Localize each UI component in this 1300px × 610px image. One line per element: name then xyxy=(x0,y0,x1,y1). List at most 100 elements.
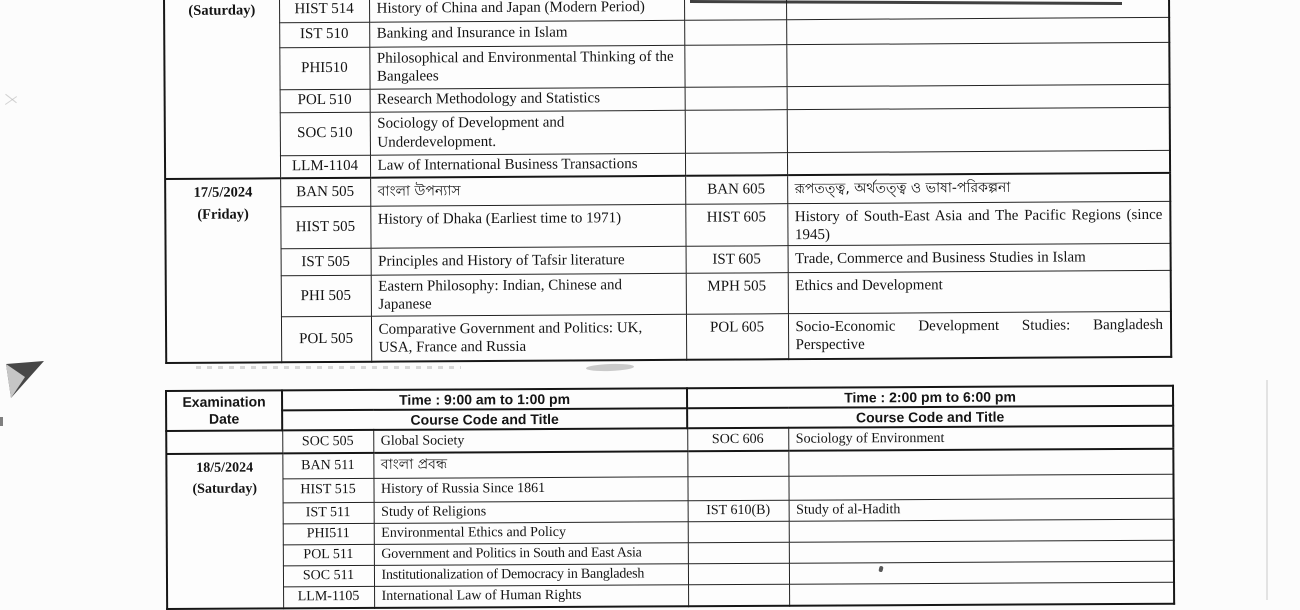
empty-cell xyxy=(788,518,1174,542)
exam-day: (Saturday) xyxy=(188,2,256,19)
course-code-cell: BAN 605 xyxy=(685,175,788,204)
course-code-cell: PHI 505 xyxy=(280,275,371,317)
course-code-cell: SOC 511 xyxy=(282,564,375,587)
exam-day: (Saturday) xyxy=(192,481,258,497)
course-code-cell: POL 605 xyxy=(685,313,789,360)
table-row: LLM-1105 International Law of Human Righ… xyxy=(167,581,1175,609)
date-cell: 17/5/2024 (Friday) xyxy=(165,178,282,363)
smudge-artifact xyxy=(585,363,635,372)
course-title-cell: Banking and Insurance in Islam xyxy=(369,19,685,47)
course-code-cell: IST 605 xyxy=(685,245,788,274)
course-code-cell: HIST 514 xyxy=(279,0,370,23)
exam-table: Examination Date Time : 9:00 am to 1:00 … xyxy=(165,384,1176,610)
time-slot-header-afternoon: Time : 2:00 pm to 6:00 pm xyxy=(687,385,1174,409)
empty-cell xyxy=(786,149,1171,176)
course-code-cell: POL 511 xyxy=(282,543,374,566)
course-code-cell: POL 505 xyxy=(280,316,372,362)
course-code-cell: IST 610(B) xyxy=(687,499,789,522)
course-title-cell: বাংলা উপন্যাস xyxy=(370,175,686,206)
table-row: POL 505 Comparative Government and Polit… xyxy=(166,311,1172,362)
course-code-title-header: Course Code and Title xyxy=(282,408,688,431)
course-code-cell: BAN 505 xyxy=(280,177,371,207)
scan-edge-shadow xyxy=(1266,380,1268,600)
empty-cell xyxy=(687,562,790,585)
exam-date: 17/5/2024 xyxy=(193,184,253,201)
empty-cell xyxy=(687,541,789,564)
empty-cell xyxy=(687,475,789,501)
exam-date-header: Examination Date xyxy=(166,390,283,431)
course-code-cell: MPH 505 xyxy=(685,272,788,315)
empty-cell xyxy=(788,560,1175,584)
course-title-cell: Ethics and Development xyxy=(787,270,1171,314)
empty-cell xyxy=(786,16,1170,45)
course-title-cell: Principles and History of Tafsir literat… xyxy=(370,246,686,276)
course-title-cell: Research Methodology and Statistics xyxy=(369,86,685,112)
empty-cell xyxy=(687,520,789,543)
course-code-cell: IST 505 xyxy=(280,248,371,276)
course-code-cell: PHI510 xyxy=(279,46,370,90)
table-row: HIST 505 History of Dhaka (Earliest time… xyxy=(165,200,1171,250)
course-title-cell: History of South-East Asia and The Pacif… xyxy=(787,200,1171,246)
course-code-cell: HIST 605 xyxy=(685,203,788,247)
course-code-cell: IST 510 xyxy=(279,21,370,48)
empty-cell xyxy=(683,0,787,20)
empty-cell xyxy=(684,109,787,153)
course-code-cell: HIST 515 xyxy=(282,477,374,503)
empty-cell xyxy=(789,581,1175,606)
course-code-cell: SOC 510 xyxy=(279,111,370,156)
empty-cell xyxy=(687,450,789,477)
empty-cell xyxy=(684,44,787,87)
empty-cell xyxy=(786,83,1170,110)
course-title-cell: Government and Politics in South and Eas… xyxy=(373,542,688,565)
table-row: PHI 505 Eastern Philosophy: Indian, Chin… xyxy=(166,270,1171,317)
course-title-cell: রূপতত্ত্ব, অর্থতত্ত্ব ও ভাষা-পরিকল্পনা xyxy=(787,172,1171,204)
course-code-cell: SOC 505 xyxy=(282,429,374,454)
empty-cell xyxy=(788,448,1174,476)
course-title-cell: History of China and Japan (Modern Perio… xyxy=(369,0,685,22)
table-row: PHI510 Philosophical and Environmental T… xyxy=(164,41,1170,90)
course-code-cell: PHI511 xyxy=(282,522,374,545)
date-cell: (Saturday) xyxy=(164,0,281,179)
course-title-cell: Trade, Commerce and Business Studies in … xyxy=(787,243,1171,273)
course-title-cell: Eastern Philosophy: Indian, Chinese and … xyxy=(370,273,686,317)
empty-cell xyxy=(786,106,1170,153)
course-title-cell: Sociology of Development and Underdevelo… xyxy=(369,109,685,155)
table-row: SOC 510 Sociology of Development and Und… xyxy=(165,106,1170,156)
course-title-cell: বাংলা প্রবন্ধ xyxy=(373,451,688,478)
exam-day: (Friday) xyxy=(197,206,249,223)
course-title-cell: International Law of Human Rights xyxy=(374,584,689,608)
course-title-cell: History of Dhaka (Earliest time to 1971) xyxy=(370,203,686,249)
course-title-cell: Philosophical and Environmental Thinking… xyxy=(369,44,685,89)
course-title-cell: Law of International Business Transactio… xyxy=(369,152,686,178)
empty-cell xyxy=(788,473,1174,500)
course-code-cell: IST 511 xyxy=(282,501,374,524)
course-title-cell: Environmental Ethics and Policy xyxy=(373,521,688,544)
course-title-cell: Institutionalization of Democracy in Ban… xyxy=(373,563,689,586)
exam-table: (Saturday) HIST 514 History of China and… xyxy=(163,0,1173,364)
empty-cell xyxy=(684,86,787,110)
course-title-cell: Sociology of Environment xyxy=(788,425,1174,451)
course-title-cell: History of Russia Since 1861 xyxy=(373,476,688,502)
course-title-cell: Socio-Economic Development Studies: Bang… xyxy=(787,311,1172,359)
course-title-cell: Study of Religions xyxy=(373,500,688,523)
course-title-cell: Study of al-Hadith xyxy=(788,497,1174,521)
course-code-cell: SOC 606 xyxy=(687,427,789,452)
exam-schedule-table-upper: (Saturday) HIST 514 History of China and… xyxy=(163,0,1173,364)
scan-edge-nick xyxy=(0,417,3,426)
dust-artifact xyxy=(196,366,461,369)
page-fold-artifact xyxy=(4,360,46,400)
empty-cell xyxy=(688,583,790,607)
empty-cell xyxy=(684,19,787,45)
empty-cell xyxy=(684,152,788,176)
course-code-cell: BAN 511 xyxy=(282,452,374,479)
exam-schedule-table-lower: Examination Date Time : 9:00 am to 1:00 … xyxy=(165,384,1176,610)
empty-cell xyxy=(786,41,1170,87)
empty-cell xyxy=(788,539,1174,563)
time-slot-header-morning: Time : 9:00 am to 1:00 pm xyxy=(282,388,688,411)
course-code-cell: POL 510 xyxy=(279,88,370,113)
course-title-cell: Comparative Government and Politics: UK,… xyxy=(370,314,687,362)
course-code-cell: HIST 505 xyxy=(280,205,371,249)
course-title-cell: Global Society xyxy=(373,428,688,453)
exam-date: 18/5/2024 xyxy=(196,460,254,476)
